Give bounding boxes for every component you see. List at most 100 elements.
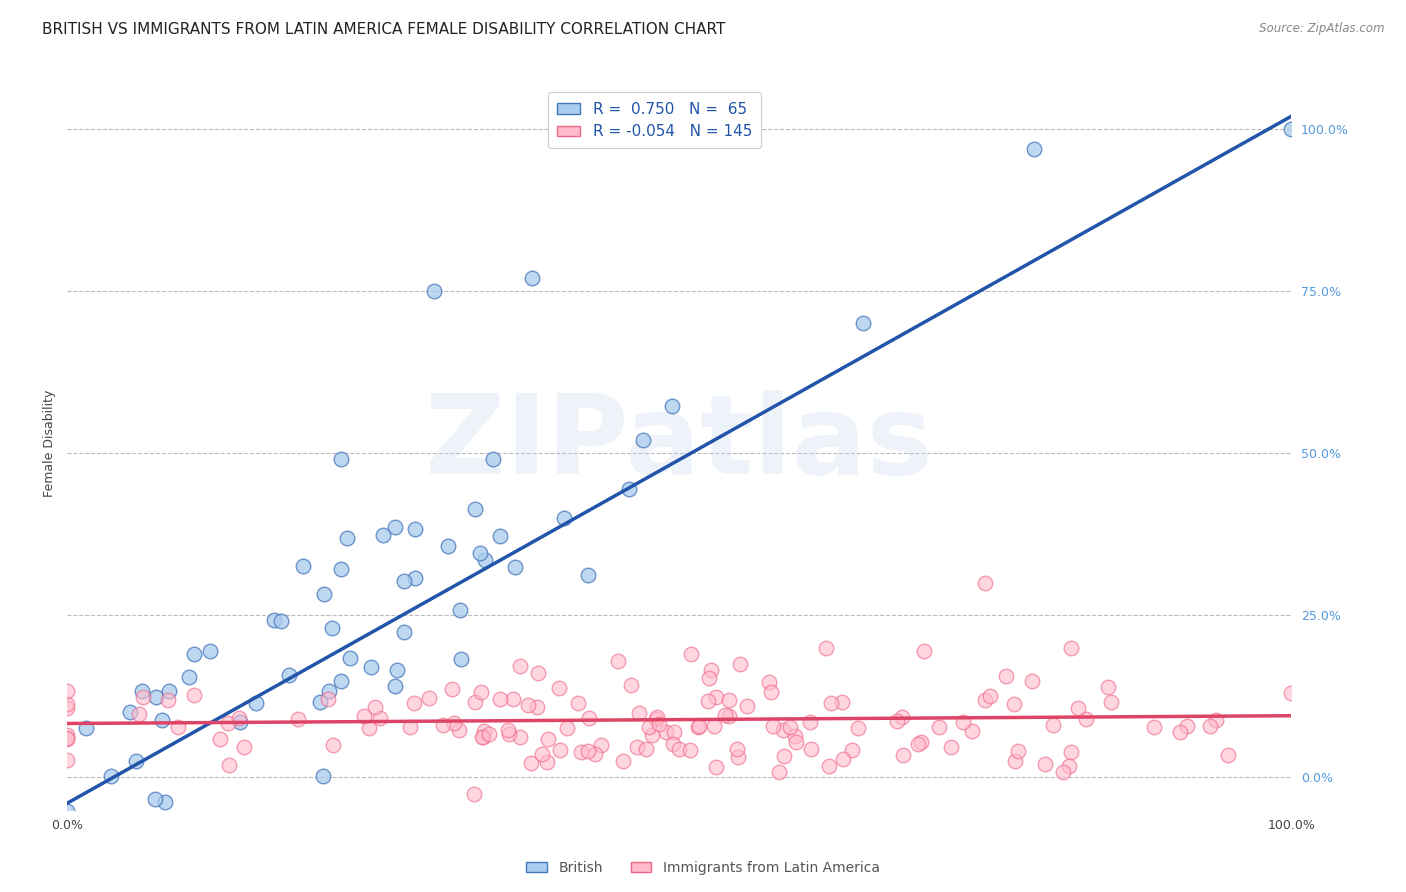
Point bbox=[569, 745, 592, 759]
Point bbox=[1004, 754, 1026, 768]
Point bbox=[662, 725, 685, 739]
Point bbox=[1097, 681, 1119, 695]
Point bbox=[464, 695, 486, 709]
Point bbox=[56, 753, 79, 767]
Point bbox=[1060, 745, 1083, 759]
Point bbox=[339, 651, 361, 665]
Point bbox=[661, 399, 683, 413]
Point bbox=[759, 684, 782, 698]
Point bbox=[314, 587, 336, 601]
Point bbox=[1021, 673, 1043, 688]
Point bbox=[418, 691, 440, 706]
Point bbox=[471, 730, 494, 744]
Point bbox=[153, 795, 176, 809]
Point bbox=[553, 510, 575, 524]
Point bbox=[198, 644, 221, 658]
Point bbox=[832, 752, 855, 766]
Point bbox=[100, 769, 122, 783]
Point bbox=[703, 719, 725, 733]
Point bbox=[536, 756, 558, 770]
Point bbox=[620, 678, 643, 692]
Point bbox=[718, 693, 741, 707]
Point bbox=[309, 695, 332, 709]
Point bbox=[437, 539, 460, 553]
Point bbox=[1199, 719, 1222, 733]
Point bbox=[662, 738, 685, 752]
Point bbox=[815, 640, 838, 655]
Point bbox=[463, 787, 485, 801]
Point bbox=[360, 659, 382, 673]
Point bbox=[974, 575, 997, 590]
Point bbox=[399, 719, 422, 733]
Point bbox=[516, 698, 538, 713]
Point bbox=[526, 665, 548, 680]
Point bbox=[772, 723, 794, 737]
Point bbox=[441, 681, 464, 696]
Point bbox=[318, 684, 340, 698]
Point bbox=[994, 669, 1017, 683]
Point bbox=[353, 708, 375, 723]
Point bbox=[125, 754, 148, 768]
Point bbox=[330, 562, 353, 576]
Point bbox=[502, 692, 524, 706]
Point bbox=[852, 316, 875, 330]
Point bbox=[423, 285, 446, 299]
Legend: British, Immigrants from Latin America: British, Immigrants from Latin America bbox=[520, 855, 886, 880]
Point bbox=[612, 754, 634, 768]
Point bbox=[394, 625, 416, 640]
Point bbox=[450, 651, 472, 665]
Point bbox=[75, 722, 97, 736]
Point bbox=[655, 725, 678, 739]
Point bbox=[318, 692, 340, 706]
Point bbox=[799, 714, 821, 729]
Y-axis label: Female Disability: Female Disability bbox=[44, 390, 56, 497]
Point bbox=[668, 742, 690, 756]
Point bbox=[177, 670, 200, 684]
Point bbox=[120, 705, 142, 719]
Point bbox=[640, 728, 662, 742]
Point bbox=[496, 723, 519, 738]
Point bbox=[312, 769, 335, 783]
Point bbox=[636, 742, 658, 756]
Point bbox=[384, 520, 406, 534]
Point bbox=[891, 710, 914, 724]
Point bbox=[699, 664, 721, 678]
Point bbox=[128, 706, 150, 721]
Point bbox=[1033, 757, 1056, 772]
Point bbox=[841, 743, 863, 757]
Point bbox=[907, 737, 929, 751]
Point bbox=[576, 744, 599, 758]
Point bbox=[607, 654, 630, 668]
Point bbox=[783, 729, 806, 743]
Point bbox=[679, 743, 702, 757]
Point bbox=[1175, 718, 1198, 732]
Point bbox=[228, 711, 250, 725]
Point bbox=[578, 711, 600, 725]
Point bbox=[183, 647, 205, 661]
Point bbox=[468, 546, 491, 560]
Point bbox=[638, 720, 661, 734]
Point bbox=[567, 696, 589, 710]
Point bbox=[583, 747, 606, 762]
Point bbox=[631, 434, 654, 448]
Point bbox=[725, 742, 748, 756]
Point bbox=[717, 709, 740, 723]
Point bbox=[537, 731, 560, 746]
Point bbox=[910, 735, 932, 749]
Point bbox=[697, 671, 720, 685]
Point bbox=[503, 560, 526, 574]
Point bbox=[1279, 122, 1302, 136]
Point bbox=[56, 822, 79, 837]
Point bbox=[1205, 713, 1227, 727]
Point bbox=[686, 721, 709, 735]
Point bbox=[1279, 686, 1302, 700]
Point bbox=[714, 708, 737, 723]
Point bbox=[772, 749, 794, 764]
Point bbox=[681, 647, 703, 661]
Point bbox=[509, 659, 531, 673]
Point bbox=[548, 681, 571, 696]
Point bbox=[134, 822, 156, 837]
Point bbox=[696, 694, 718, 708]
Point bbox=[846, 721, 869, 735]
Point bbox=[138, 822, 160, 837]
